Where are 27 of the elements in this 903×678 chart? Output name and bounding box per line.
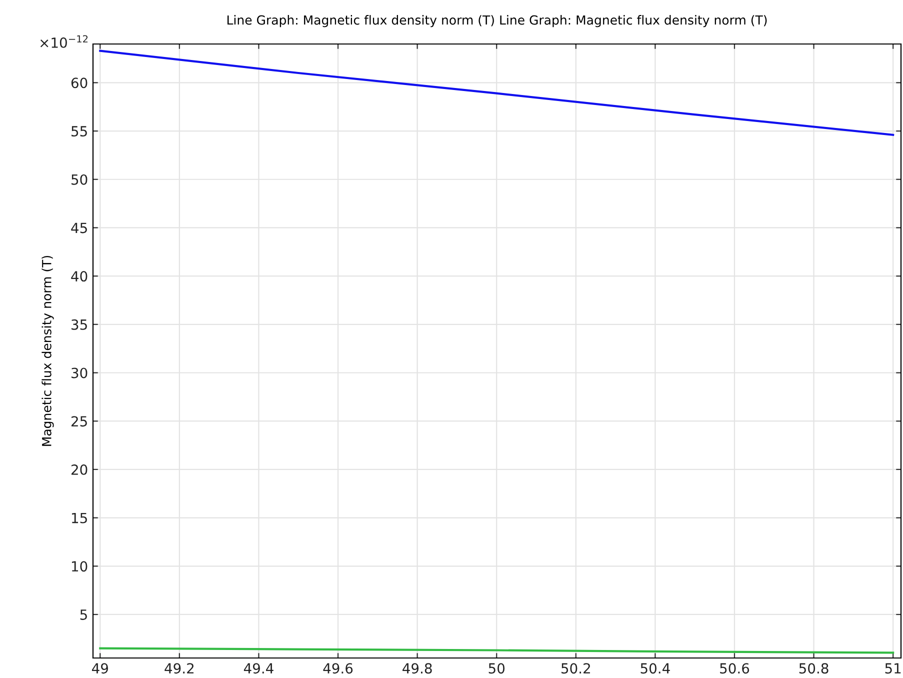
- x-tick-label: 49.4: [244, 663, 274, 674]
- y-tick-label: 25: [71, 416, 87, 427]
- y-tick-label: 35: [72, 319, 87, 330]
- y-tick-label: 40: [71, 271, 88, 282]
- x-tick-label: 50.2: [562, 663, 590, 674]
- line-series: [99, 50, 894, 136]
- x-tick-label: 50.8: [799, 663, 828, 674]
- x-tick-label: 50: [488, 663, 505, 674]
- x-tick-label: 49.6: [323, 663, 353, 674]
- y-tick-label: 55: [72, 126, 87, 136]
- chart-title: Line Graph: Magnetic flux density norm (T) Line Graph: Magnetic flux density norm (T): [227, 15, 767, 28]
- y-tick-label: 45: [71, 222, 87, 234]
- y-tick-label: 30: [72, 368, 88, 378]
- y-tick-label: 50: [72, 174, 88, 185]
- x-tick-label: 49.8: [402, 663, 432, 674]
- x-tick-label: 50.6: [720, 663, 750, 674]
- x-tick-label: 51: [885, 663, 901, 674]
- y-tick-label: 15: [72, 512, 87, 524]
- y-tick-label: 20: [71, 464, 88, 475]
- y-tick-label: 5: [80, 610, 87, 620]
- x-tick-label: 49.2: [164, 663, 194, 674]
- x-tick-label: 50.4: [640, 663, 670, 674]
- y-tick-label: 10: [72, 561, 88, 572]
- y-tick-label: 60: [71, 78, 88, 88]
- x-tick-label: 49: [92, 663, 108, 674]
- text: ×10$^{−12}$: [40, 35, 88, 48]
- y-axis-title: Magnetic flux density norm (T): [42, 256, 54, 446]
